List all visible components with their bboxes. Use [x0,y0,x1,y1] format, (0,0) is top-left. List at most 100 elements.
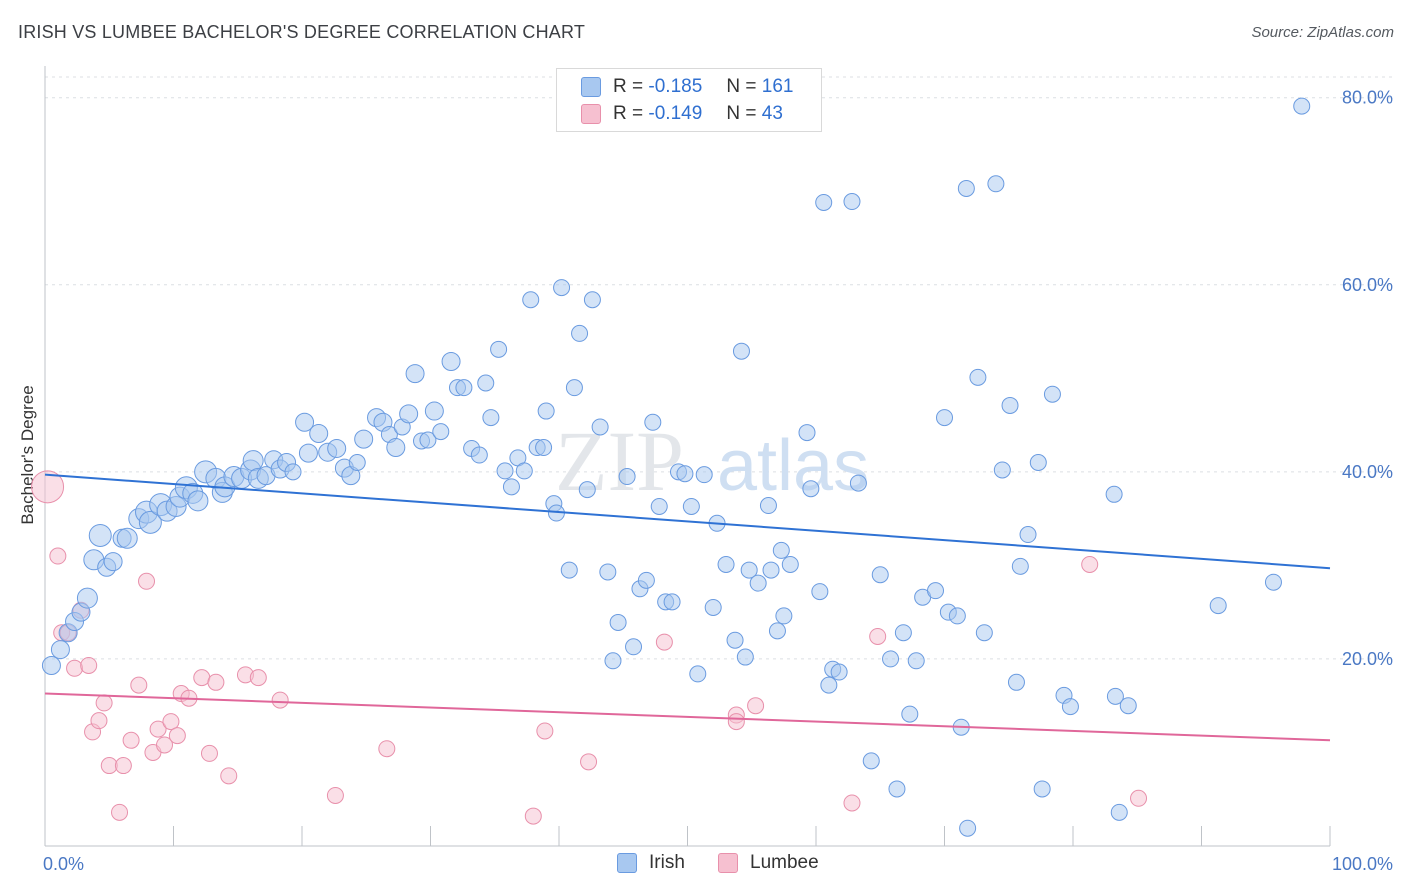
irish-point [749,574,767,592]
irish-point [103,552,123,572]
lumbee-point [138,572,156,590]
source-label: Source: ZipAtlas.com [1251,24,1394,41]
irish-point [242,450,264,472]
irish-point [830,663,848,681]
irish-point [957,179,975,197]
grid-lines [45,76,1392,660]
irish-point [798,424,816,442]
irish-point [969,368,987,386]
irish-point [578,481,596,499]
trend-lines [44,473,1331,742]
x-tick-label-min: 0.0% [43,854,84,874]
lumbee-point [220,767,238,785]
irish-point [1043,385,1061,403]
irish-point [441,351,461,371]
irish-point [41,655,61,675]
lumbee-points [31,470,1148,825]
lumbee-point [31,470,65,504]
lumbee-point [249,669,267,687]
irish-point [726,631,744,649]
irish-point [663,593,681,611]
axes [44,66,1331,847]
irish-point [740,561,758,579]
irish-point [862,752,880,770]
irish-point [116,527,138,549]
irish-point [553,279,571,297]
lumbee-point [1130,789,1148,807]
lumbee-n-value: 43 [761,103,783,124]
irish-point [565,379,583,397]
irish-point [298,443,318,463]
irish-point [625,638,643,656]
lumbee-r-value: -0.149 [648,103,703,124]
irish-r-value: -0.185 [648,76,703,97]
irish-point [768,622,786,640]
irish-point [948,607,966,625]
lumbee-point [156,736,174,754]
lumbee-point [49,547,67,565]
irish-point [583,291,601,309]
lumbee-trend-line [44,692,1331,742]
irish-point [907,652,925,670]
lumbee-point [114,757,132,775]
irish-point [772,541,790,559]
lumbee-point [193,669,211,687]
irish-point [882,650,900,668]
irish-point [618,468,636,486]
irish-point [888,780,906,798]
irish-point [762,561,780,579]
irish-point [1001,396,1019,414]
lumbee-point [130,676,148,694]
irish-point [609,613,627,631]
irish-point [522,291,540,309]
irish-point [348,454,366,471]
watermark-atlas: atlas [717,426,869,506]
irish-point [424,401,444,421]
irish-point [490,340,508,358]
irish-point [894,624,912,642]
y-tick-label: 20.0% [1342,649,1393,669]
irish-point [560,561,578,579]
y-tick-label: 80.0% [1342,88,1393,108]
irish-point [537,402,555,420]
y-tick-label: 40.0% [1342,462,1393,482]
lumbee-point [122,731,140,749]
irish-point [419,431,437,449]
irish-point [591,418,609,436]
irish-point [1264,573,1282,591]
irish-r-label: R = [613,76,644,97]
bottom-legend-lumbee: Lumbee [718,852,819,874]
irish-point [1110,803,1128,821]
irish-point [138,510,162,534]
irish-point [781,555,799,573]
legend-row-lumbee: R = -0.149 N = 43 [581,101,783,127]
irish-point [871,566,889,584]
lumbee-point [747,697,765,715]
lumbee-point [1081,555,1099,573]
lumbee-point [200,744,218,762]
irish-points [41,97,1311,837]
irish-point [695,466,713,484]
irish-point [187,490,209,512]
irish-legend-swatch [617,853,637,873]
lumbee-point [100,757,118,775]
lumbee-legend-swatch [718,853,738,873]
irish-point [502,478,520,496]
irish-point [599,563,617,581]
irish-point [644,413,662,431]
tick-labels: 20.0% 40.0% 60.0% 80.0% 0.0% 100.0% [43,88,1393,874]
irish-point [901,705,919,723]
irish-point [1029,454,1047,471]
lumbee-point [207,673,225,691]
lumbee-point [843,794,861,812]
irish-swatch [581,77,601,97]
lumbee-point [869,627,887,645]
watermark-zip: ZIP [555,413,684,509]
lumbee-point [168,727,186,745]
lumbee-point [111,803,129,821]
irish-point [820,676,838,694]
irish-point [405,364,425,384]
irish-point [650,497,668,515]
bottom-legend: Irish Lumbee [0,852,1406,878]
